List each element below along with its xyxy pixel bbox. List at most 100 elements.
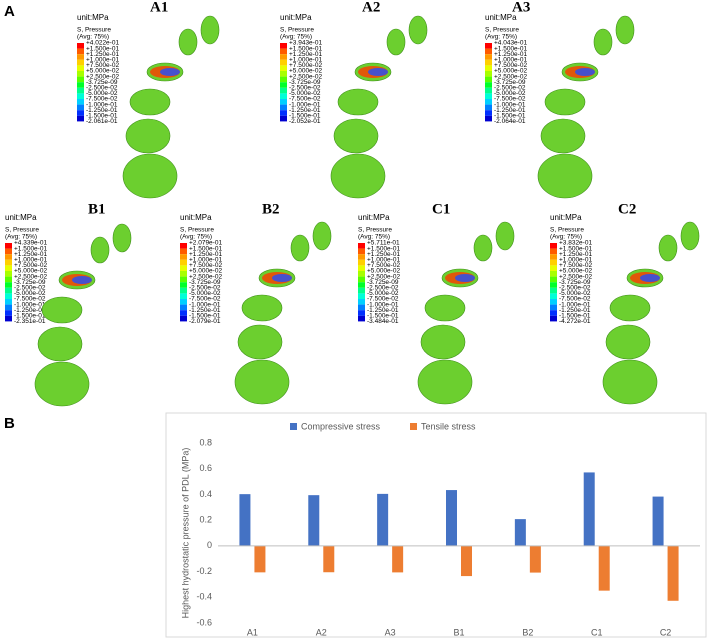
variable-label: S, Pressure [5, 227, 39, 234]
bar [254, 545, 266, 573]
contour-band [180, 287, 187, 294]
subpanel-label: C2 [618, 201, 636, 217]
contour-value: +1.250e-01 [14, 251, 47, 258]
contour-value: +5.000e-02 [189, 268, 222, 275]
tooth [129, 88, 171, 116]
contour-value: -7.500e-02 [494, 96, 526, 103]
contour-value: +3.832e-01 [559, 240, 592, 247]
contour-value: +2.500e-02 [86, 73, 119, 80]
tooth [200, 15, 220, 45]
contour-value: -2.351e-01 [14, 318, 46, 325]
x-tick-label: A2 [316, 627, 327, 637]
legend-swatch [410, 423, 417, 430]
variable-label: S, Pressure [485, 27, 519, 34]
contour-value: -3.725e-09 [494, 79, 526, 86]
contour-value: -7.500e-02 [289, 96, 321, 103]
contour-band [280, 43, 287, 49]
contour-value: -1.000e-01 [289, 101, 321, 108]
contour-band [550, 259, 557, 266]
contour-value: -2.064e-01 [494, 118, 526, 125]
y-tick-label: 0.6 [199, 463, 212, 473]
contour-band [280, 82, 287, 88]
variable-label: S, Pressure [77, 27, 111, 34]
contour-band [485, 71, 492, 77]
contour-value: +1.500e-01 [14, 245, 47, 252]
contour-band [550, 310, 557, 316]
bar [446, 490, 457, 546]
contour-band [358, 276, 365, 283]
contour-band [485, 104, 492, 111]
contour-value: -3.725e-09 [559, 279, 591, 286]
contour-value: +2.500e-02 [559, 273, 592, 280]
contour-band [280, 115, 287, 122]
contour-band [5, 310, 12, 316]
contour-value: +1.250e-01 [494, 51, 527, 58]
contour-value: +1.000e-01 [14, 257, 47, 264]
contour-value: +7.500e-02 [86, 62, 119, 69]
legend-label: Compressive stress [301, 421, 381, 431]
x-tick-label: B1 [453, 627, 464, 637]
contour-band [5, 254, 12, 260]
contour-band [485, 82, 492, 88]
contour-band [180, 282, 187, 288]
tooth [333, 118, 379, 154]
unit-label: unit:MPa [180, 213, 212, 222]
contour-value: -1.250e-01 [494, 107, 526, 114]
averaging-label: (Avg: 75%) [5, 234, 37, 241]
contour-band [5, 287, 12, 294]
averaging-label: (Avg: 75%) [485, 34, 517, 41]
contour-band [5, 304, 12, 311]
contour-value: -1.500e-01 [14, 313, 46, 320]
chart-frame [165, 412, 707, 638]
contour-band [358, 248, 365, 255]
bar [392, 545, 404, 573]
stress-zone [640, 274, 660, 282]
contour-value: -7.500e-02 [559, 296, 591, 303]
tooth [605, 324, 651, 360]
contour-band [280, 104, 287, 111]
subpanel-label: C1 [432, 201, 450, 217]
contour-band [180, 248, 187, 255]
contour-value: +5.000e-02 [367, 268, 400, 275]
contour-band [358, 293, 365, 299]
contour-value: -1.000e-01 [367, 301, 399, 308]
y-tick-label: 0.2 [199, 515, 212, 525]
contour-value: +4.022e-01 [86, 40, 119, 47]
contour-value: +5.000e-02 [289, 68, 322, 75]
contour-value: -1.500e-01 [367, 313, 399, 320]
bar [598, 545, 610, 591]
contour-band [280, 54, 287, 60]
contour-value: +2.500e-02 [14, 273, 47, 280]
tooth [34, 361, 90, 407]
contour-value: -7.500e-02 [189, 296, 221, 303]
contour-band [280, 87, 287, 94]
y-axis-label: Highest hydrostatic pressure of PDL (MPa… [180, 448, 190, 619]
contour-band [358, 304, 365, 311]
contour-value: -1.500e-01 [189, 313, 221, 320]
tooth [417, 359, 473, 405]
contour-band [550, 276, 557, 283]
tooth [593, 28, 613, 56]
contour-band [358, 259, 365, 266]
contour-band [358, 310, 365, 316]
contour-value: +1.000e-01 [367, 257, 400, 264]
contour-value: +1.000e-01 [559, 257, 592, 264]
contour-value: +7.500e-02 [14, 262, 47, 269]
contour-band [485, 76, 492, 83]
contour-band [550, 265, 557, 271]
contour-band [280, 59, 287, 66]
contour-value: +5.000e-02 [14, 268, 47, 275]
contour-value: -4.272e-01 [559, 318, 591, 325]
tooth [408, 15, 428, 45]
unit-label: unit:MPa [358, 213, 390, 222]
tooth [537, 153, 593, 199]
contour-value: -1.500e-01 [86, 113, 118, 120]
subpanel-label: A1 [150, 0, 168, 15]
contour-value: -5.000e-02 [289, 90, 321, 97]
bar [514, 519, 526, 546]
contour-value: +4.043e-01 [494, 40, 527, 47]
stress-zone [272, 274, 292, 282]
contour-value: -5.000e-02 [559, 290, 591, 297]
contour-value: +2.500e-02 [494, 73, 527, 80]
contour-band [180, 243, 187, 249]
